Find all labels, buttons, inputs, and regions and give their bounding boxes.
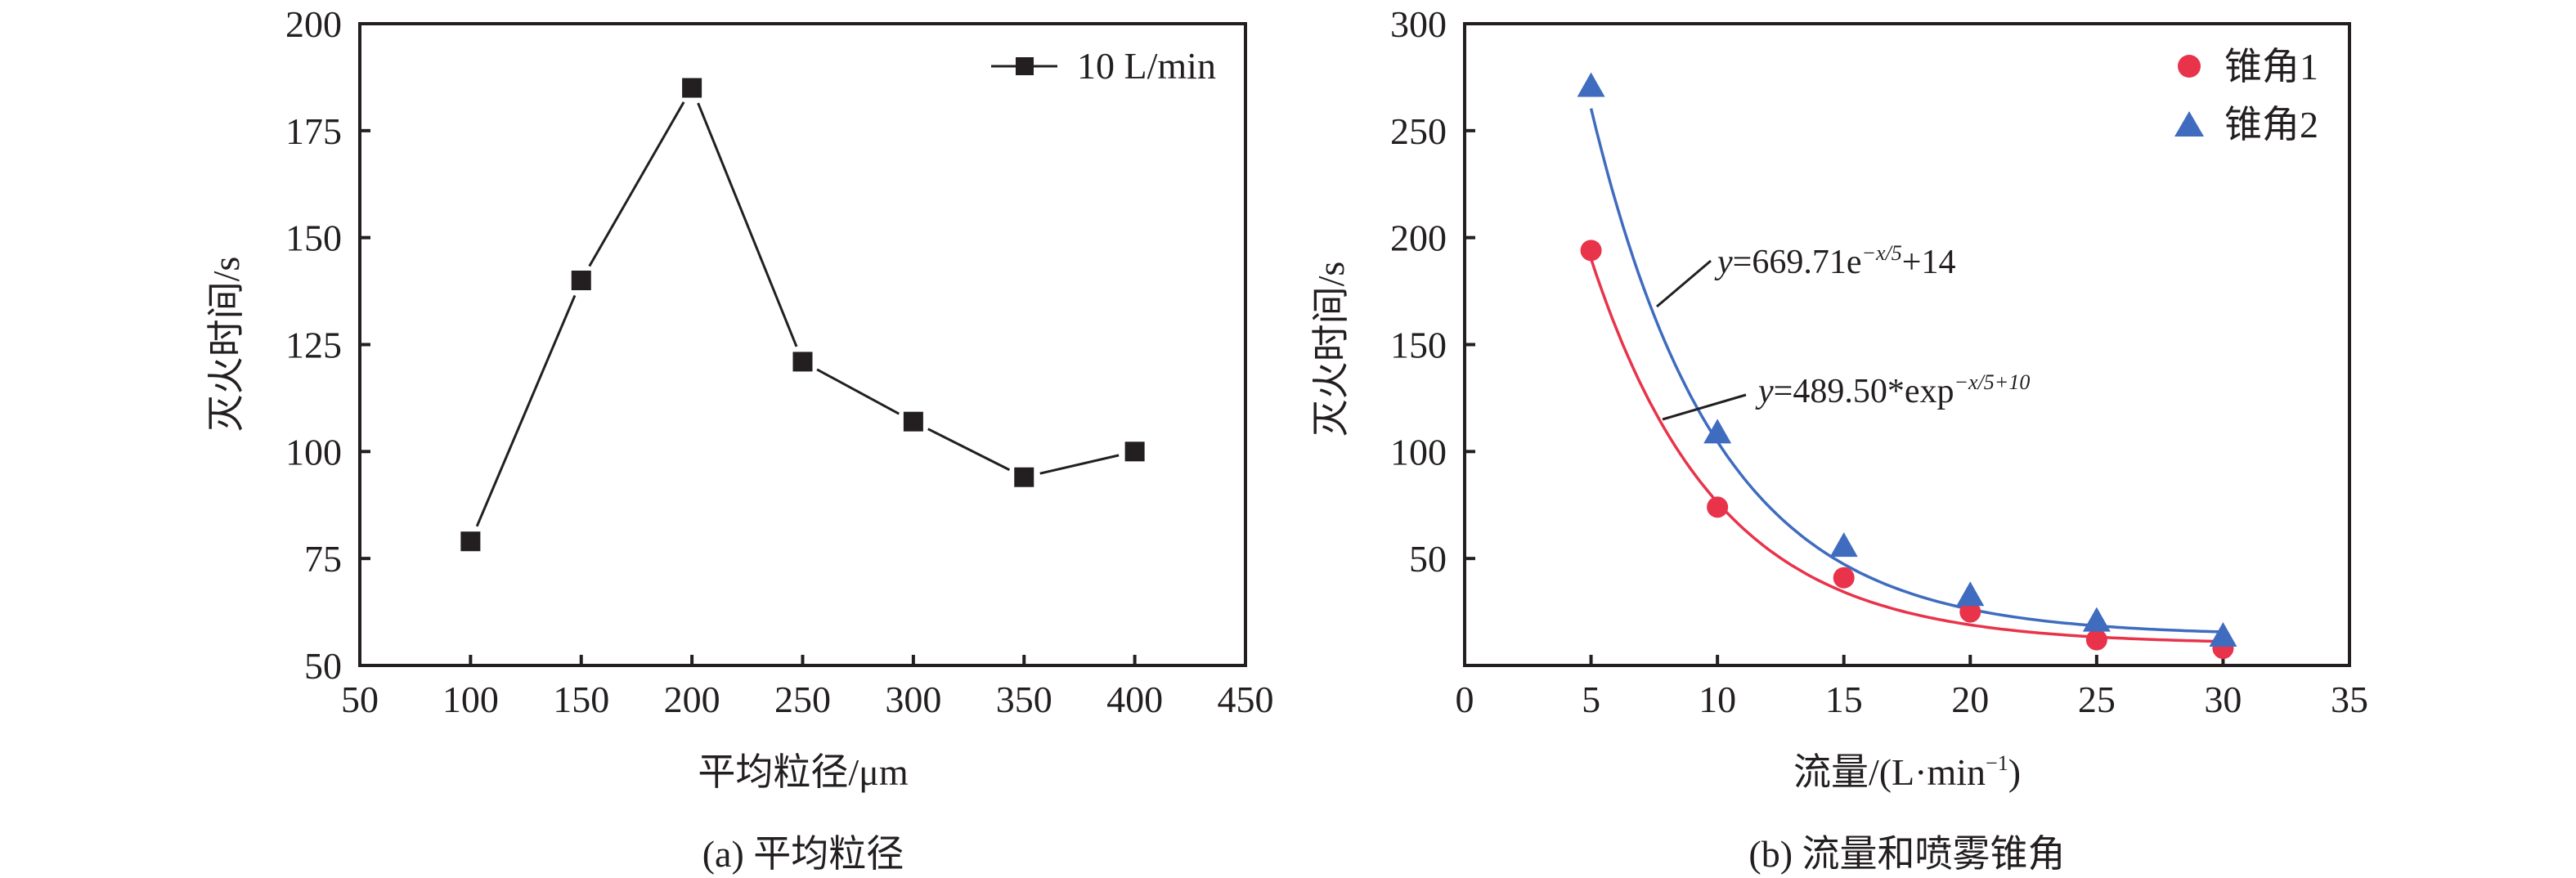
equation-cone2-y: y: [1714, 244, 1733, 281]
data-point-triangle: [1577, 72, 1605, 97]
fit-curve-circle: [1589, 258, 2224, 643]
x-tick-label: 150: [553, 679, 609, 720]
legend-label-10-l-min: 10 L/min: [1077, 45, 1216, 87]
equation-cone2: y=669.71e−x/5+14: [1714, 241, 1955, 281]
panel-b-x-axis-title: 流量/(L·min−1): [1793, 751, 2021, 793]
data-point-triangle: [1956, 581, 1985, 607]
y-tick-label: 75: [304, 538, 342, 580]
y-tick-label: 50: [304, 645, 342, 687]
data-point-square: [792, 352, 813, 372]
panel-a-plot-frame: [358, 22, 1247, 667]
data-point-square: [460, 531, 481, 552]
y-tick-label: 100: [285, 431, 342, 473]
x-tick-label: 250: [774, 679, 831, 720]
x-tick-label: 50: [341, 679, 379, 720]
panel-b-y-ticks: 50 100 150 200 250 300: [1390, 3, 1475, 580]
y-tick-label: 250: [1390, 110, 1447, 152]
panel-b-plot-frame: [1463, 22, 2351, 667]
equation-cone1-exponent: −x/5+10: [1954, 370, 2030, 394]
data-point-square: [682, 78, 702, 98]
panel-a-legend: 10 L/min: [991, 45, 1216, 87]
annotation-leader-line-cone1: [1662, 393, 1747, 421]
data-point-circle: [1580, 240, 1602, 262]
data-point-triangle: [2209, 621, 2237, 647]
legend-label-cone2: 锥角2: [2224, 104, 2318, 146]
series-line-segment: [697, 102, 798, 347]
x-tick-label: 5: [1582, 679, 1600, 720]
legend-square-marker-icon: [1016, 57, 1034, 75]
data-point-circle: [1959, 601, 1981, 623]
x-tick-label: 400: [1106, 679, 1163, 720]
equation-cone2-exponent: −x/5: [1861, 241, 1901, 265]
x-tick-label: 450: [1218, 679, 1274, 720]
x-tick-label: 20: [1951, 679, 1989, 720]
equation-cone2-main: =669.71e: [1733, 244, 1862, 281]
y-tick-label: 100: [1390, 431, 1447, 473]
panel-a-x-axis-title: 平均粒径/μm: [698, 751, 908, 793]
panel-b-x-axis-title-end: ): [2008, 751, 2021, 793]
series-line-segment: [475, 294, 577, 527]
data-point-triangle: [1829, 532, 1858, 558]
legend-label-cone1: 锥角1: [2224, 46, 2318, 87]
legend-triangle-marker-icon: [2174, 111, 2204, 137]
series-line-segment: [816, 368, 900, 415]
annotation-leader-line-cone2: [1656, 259, 1712, 308]
equation-cone2-tail: +14: [1902, 244, 1956, 281]
panel-b-x-axis-title-exponent: −1: [1986, 751, 2008, 775]
panel-b-x-ticks: 0 5 10 15 20 25 30 35: [1456, 655, 2368, 720]
data-point-circle: [1833, 567, 1855, 589]
data-point-square: [1014, 467, 1034, 487]
y-tick-label: 50: [1409, 538, 1447, 580]
legend-circle-marker-icon: [2178, 55, 2201, 78]
y-tick-label: 125: [285, 325, 342, 366]
panel-b-y-axis-title: 灭火时间/s: [1310, 262, 1352, 437]
x-tick-label: 10: [1699, 679, 1736, 720]
panel-b-legend: 锥角1 锥角2: [2174, 46, 2318, 146]
panel-b-x-axis-title-main: 流量/(L·min: [1793, 751, 1986, 793]
panel-b-annotations: y=669.71e−x/5+14 y=489.50*exp−x/5+10: [1656, 241, 2030, 421]
series-line-segment: [1039, 454, 1120, 475]
data-point-square: [1124, 441, 1145, 462]
y-tick-label: 150: [285, 217, 342, 259]
panel-a-x-ticks: 50 100 150 200 250 300 350 400 450: [341, 655, 1274, 720]
y-tick-label: 200: [285, 3, 342, 45]
panel-a-average-particle-size: 50 100 150 200 250 300 350 400 450 50 75 100 125 150…: [205, 3, 1274, 875]
x-tick-label: 0: [1456, 679, 1474, 720]
panel-a-caption: (a) 平均粒径: [702, 833, 904, 875]
x-tick-label: 350: [996, 679, 1052, 720]
equation-cone1: y=489.50*exp−x/5+10: [1755, 370, 2030, 410]
data-point-triangle: [1703, 419, 1732, 444]
equation-cone1-y: y: [1755, 373, 1774, 410]
y-tick-label: 200: [1390, 217, 1447, 259]
y-tick-label: 175: [285, 110, 342, 152]
x-tick-label: 15: [1825, 679, 1863, 720]
x-tick-label: 300: [885, 679, 941, 720]
panel-a-series: [460, 78, 1145, 552]
panel-b-series: [1577, 72, 2237, 660]
x-tick-label: 35: [2331, 679, 2368, 720]
panel-b-caption: (b) 流量和喷雾锥角: [1748, 833, 2065, 875]
fit-curve-triangle: [1589, 108, 2224, 634]
y-tick-label: 300: [1390, 3, 1447, 45]
panel-a-y-axis-title: 灭火时间/s: [205, 257, 247, 432]
data-point-square: [571, 271, 591, 290]
panel-b-fit-curves: [1589, 108, 2224, 643]
x-tick-label: 25: [2078, 679, 2116, 720]
data-point-square: [903, 411, 923, 432]
y-tick-label: 150: [1390, 325, 1447, 366]
data-point-triangle: [2082, 607, 2111, 632]
data-point-circle: [1707, 496, 1729, 518]
series-line-segment: [588, 101, 685, 267]
x-tick-label: 200: [664, 679, 720, 720]
panel-a-y-ticks: 50 75 100 125 150 175 200: [285, 3, 370, 687]
equation-cone1-main: =489.50*exp: [1774, 373, 1954, 410]
series-line-segment: [927, 428, 1011, 472]
x-tick-label: 30: [2204, 679, 2242, 720]
x-tick-label: 100: [442, 679, 499, 720]
data-point-circle: [2085, 629, 2107, 651]
